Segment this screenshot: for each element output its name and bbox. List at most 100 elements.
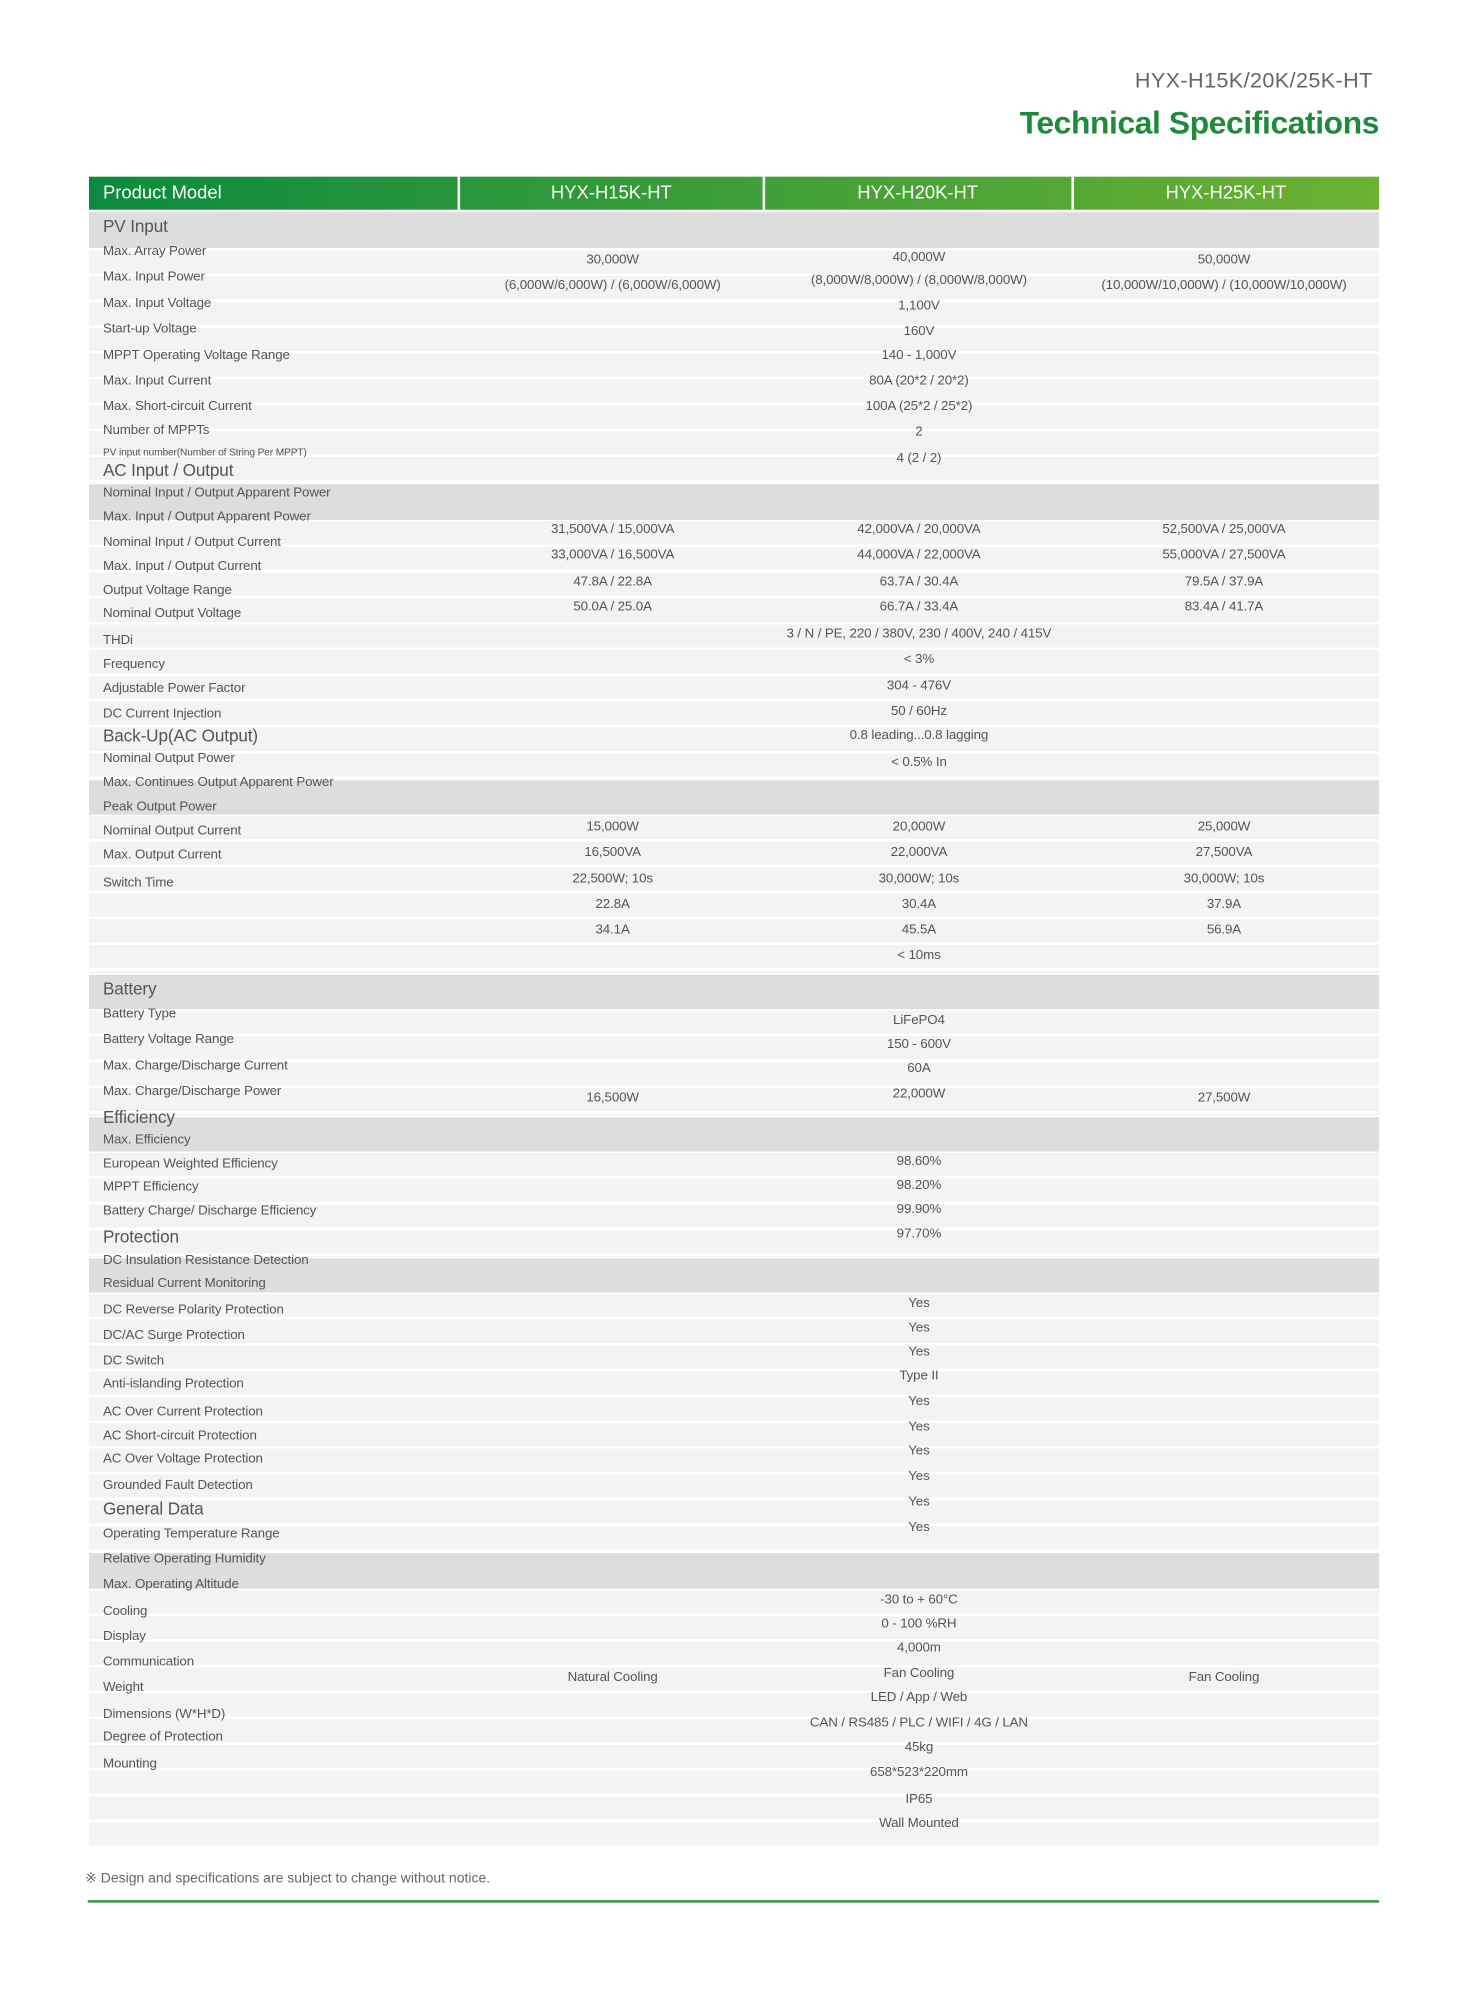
spec-value: 60A <box>907 1060 931 1076</box>
spec-value: Yes <box>908 1319 930 1336</box>
spec-value: 83.4A / 41.7A <box>1184 599 1264 615</box>
spec-label: Relative Operating Humidity <box>102 1551 266 1567</box>
spec-label: Start-up Voltage <box>102 320 197 337</box>
spec-value: 100A (25*2 / 25*2) <box>865 398 973 414</box>
spec-label: AC Short-circuit Protection <box>102 1427 257 1444</box>
spec-value: 27,500W <box>1197 1089 1251 1106</box>
spec-value: Natural Cooling <box>567 1669 658 1685</box>
spec-label: Switch Time <box>102 875 174 891</box>
spec-label: Battery Charge/ Discharge Efficiency <box>102 1203 317 1219</box>
spec-value: IP65 <box>905 1791 933 1807</box>
spec-value: 30,000W; 10s <box>878 871 960 887</box>
spec-label: Grounded Fault Detection <box>102 1477 253 1493</box>
footer-divider <box>87 1900 1380 1903</box>
spec-value: 63.7A / 30.4A <box>879 573 959 590</box>
spec-value: 22,500W; 10s <box>572 871 653 887</box>
header-divider <box>457 176 460 210</box>
header-divider <box>762 176 765 210</box>
spec-value: Type II <box>899 1368 939 1384</box>
spec-label: Cooling <box>102 1603 148 1619</box>
section-band <box>88 1117 1380 1152</box>
spec-label: Max. Output Current <box>102 847 222 863</box>
spec-label: DC Current Injection <box>102 706 222 722</box>
spec-value: 50,000W <box>1197 252 1251 268</box>
spec-label: Nominal Output Current <box>102 822 242 839</box>
section-band <box>88 780 1380 815</box>
spec-value: 4,000m <box>897 1640 941 1656</box>
spec-value: 30,000W <box>586 252 639 268</box>
spec-value: Yes <box>908 1494 930 1510</box>
spec-value: 50 / 60Hz <box>890 703 947 719</box>
spec-value: CAN / RS485 / PLC / WIFI / 4G / LAN <box>809 1715 1028 1731</box>
spec-value: 97.70% <box>896 1225 942 1242</box>
spec-value: 31,500VA / 15,000VA <box>550 521 675 537</box>
spec-value: 0 - 100 %RH <box>881 1616 957 1632</box>
spec-value: 40,000W <box>892 249 946 266</box>
spec-label: Battery Type <box>102 1005 177 1022</box>
spec-label: Dimensions (W*H*D) <box>102 1706 226 1722</box>
spec-value: 30.4A <box>901 896 937 912</box>
spec-value: 55,000VA / 27,500VA <box>1162 547 1286 563</box>
spec-label: Max. Continues Output Apparent Power <box>102 774 334 790</box>
spec-value: 22,000W <box>892 1086 946 1102</box>
section-band <box>88 484 1380 520</box>
spec-value: 52,500VA / 25,000VA <box>1162 521 1286 537</box>
row-bands <box>88 1010 1380 1116</box>
spec-label: Nominal Output Voltage <box>102 605 242 621</box>
spec-value: (10,000W/10,000W) / (10,000W/10,000W) <box>1101 277 1347 293</box>
spec-label: DC Insulation Resistance Detection <box>102 1252 309 1268</box>
spec-value: Yes <box>908 1519 930 1535</box>
spec-value: 33,000VA / 16,500VA <box>550 547 675 563</box>
row-bands <box>88 1293 1380 1552</box>
spec-value: Yes <box>908 1393 930 1409</box>
spec-label: Max. Efficiency <box>102 1131 191 1148</box>
spec-value: 79.5A / 37.9A <box>1184 573 1264 590</box>
spec-value: < 3% <box>903 651 935 667</box>
spec-value: 45.5A <box>901 922 937 938</box>
section-band <box>88 974 1380 1010</box>
spec-value: 80A (20*2 / 20*2) <box>869 373 969 389</box>
spec-value: (8,000W/8,000W) / (8,000W/8,000W) <box>810 272 1027 288</box>
spec-value: Yes <box>908 1295 930 1312</box>
spec-label: Max. Input / Output Current <box>102 558 262 574</box>
spec-value: 37.9A <box>1206 896 1242 912</box>
spec-label: Nominal Output Power <box>102 750 235 766</box>
spec-label: Max. Input Power <box>102 268 205 285</box>
spec-label: Weight <box>102 1679 144 1695</box>
spec-label: Nominal Input / Output Apparent Power <box>102 484 331 501</box>
header-model-h15k: HYX-H15K-HT <box>550 183 672 204</box>
spec-value: (6,000W/6,000W) / (6,000W/6,000W) <box>504 277 721 293</box>
section-band <box>88 212 1380 248</box>
row-bands <box>88 815 1380 974</box>
spec-label: MPPT Operating Voltage Range <box>102 347 290 363</box>
spec-value: 98.60% <box>896 1153 942 1169</box>
spec-value: 22.8A <box>595 896 630 912</box>
row-bands <box>88 1590 1380 1849</box>
header-divider <box>1071 176 1074 210</box>
spec-value: LiFePO4 <box>893 1012 945 1028</box>
spec-value: Yes <box>908 1419 930 1435</box>
spec-value: Fan Cooling <box>883 1665 955 1681</box>
spec-value: 44,000VA / 22,000VA <box>857 547 981 563</box>
spec-label: Nominal Input / Output Current <box>102 534 281 550</box>
section-title-general-data: General Data <box>102 1499 204 1519</box>
spec-value: 22,000VA <box>890 844 948 860</box>
spec-value: Yes <box>908 1443 930 1459</box>
spec-value: 3 / N / PE, 220 / 380V, 230 / 400V, 240 … <box>786 625 1052 642</box>
section-title-efficiency: Efficiency <box>102 1107 175 1127</box>
spec-value: 0.8 leading...0.8 lagging <box>849 727 989 743</box>
spec-value: Yes <box>908 1468 930 1484</box>
spec-value: 20,000W <box>892 819 946 835</box>
spec-value: 42,000VA / 20,000VA <box>857 521 981 537</box>
spec-value: -30 to + 60°C <box>880 1591 958 1608</box>
section-title-pv-input: PV Input <box>102 216 168 236</box>
spec-value: 16,500W <box>586 1089 639 1106</box>
spec-label: Battery Voltage Range <box>102 1031 234 1047</box>
spec-value: Fan Cooling <box>1188 1669 1260 1685</box>
table-header: Product Model HYX-H15K-HT HYX-H20K-HT HY… <box>88 176 1380 210</box>
spec-value: 2 <box>915 423 923 440</box>
spec-label: Degree of Protection <box>102 1729 223 1745</box>
page-title: Technical Specifications <box>1019 105 1380 142</box>
spec-value: Yes <box>908 1344 930 1360</box>
